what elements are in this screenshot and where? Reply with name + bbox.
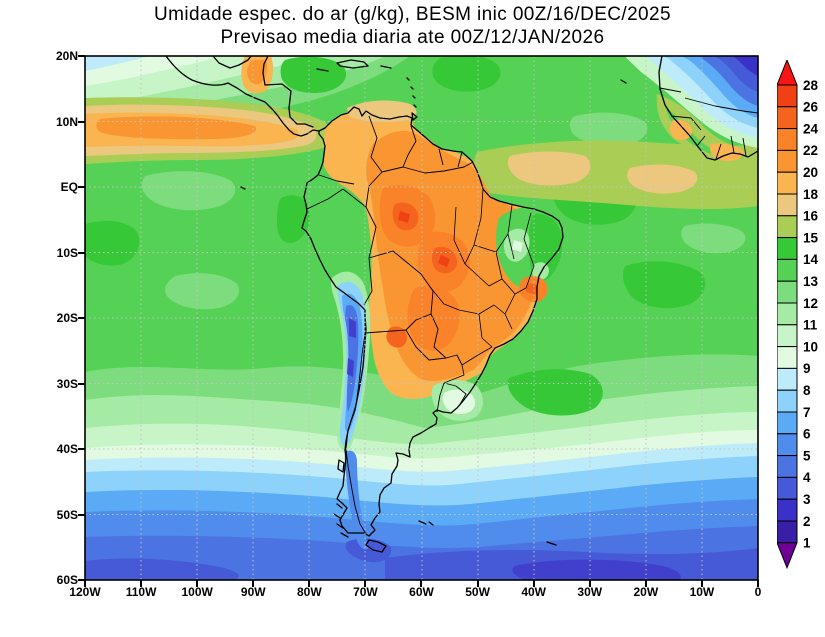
x-axis-tick <box>308 580 310 587</box>
colorbar-label: 5 <box>803 448 811 463</box>
colorbar-label: 7 <box>803 405 811 420</box>
x-axis-label: 40W <box>521 585 546 599</box>
colorbar-segment <box>777 172 797 194</box>
y-axis-label: 30S <box>0 377 78 391</box>
colorbar-label: 18 <box>803 187 819 202</box>
x-axis-tick <box>364 580 366 587</box>
x-axis-label: 100W <box>181 585 212 599</box>
y-axis-label: 20S <box>0 311 78 325</box>
colorbar-label: 20 <box>803 165 818 180</box>
x-axis-tick <box>589 580 591 587</box>
colorbar-segment <box>777 129 797 151</box>
colorbar-segment <box>777 521 797 543</box>
x-axis-tick <box>252 580 254 587</box>
x-axis-label: 60W <box>409 585 434 599</box>
y-axis-label: EQ <box>0 180 78 194</box>
y-axis-label: 10S <box>0 246 78 260</box>
chart-subtitle: Previsao media diaria ate 00Z/12/JAN/202… <box>0 26 825 49</box>
colorbar-segment <box>777 499 797 521</box>
x-axis-tick <box>757 580 759 587</box>
colorbar-segment <box>777 107 797 129</box>
weather-map-figure: Umidade espec. do ar (g/kg), BESM inic 0… <box>0 0 825 637</box>
colorbar-label: 16 <box>803 209 819 224</box>
map-plot <box>85 56 758 580</box>
colorbar-label: 14 <box>803 252 819 267</box>
colorbar-label: 26 <box>803 100 819 115</box>
x-axis-tick <box>533 580 535 587</box>
y-axis-tick <box>78 448 85 450</box>
x-axis-tick <box>701 580 703 587</box>
colorbar-label: 10 <box>803 339 818 354</box>
x-axis-tick <box>84 580 86 587</box>
colorbar-segment <box>777 194 797 216</box>
colorbar-label: 4 <box>803 470 811 485</box>
colorbar-label: 1 <box>803 536 811 551</box>
x-axis-tick <box>645 580 647 587</box>
colorbar-segment <box>777 238 797 260</box>
x-axis-label: 20W <box>633 585 658 599</box>
colorbar-segment <box>777 85 797 107</box>
colorbar-label: 8 <box>803 383 811 398</box>
colorbar-segment <box>777 368 797 390</box>
y-axis-tick <box>78 186 85 188</box>
y-axis-label: 50S <box>0 508 78 522</box>
x-axis-label: 120W <box>69 585 100 599</box>
x-axis-label: 30W <box>577 585 602 599</box>
colorbar-segment <box>777 456 797 478</box>
x-axis-label: 10W <box>690 585 715 599</box>
colorbar-segment <box>777 477 797 499</box>
y-axis-tick <box>78 121 85 123</box>
colorbar-label: 22 <box>803 143 818 158</box>
colorbar-label: 3 <box>803 492 811 507</box>
y-axis-label: 40S <box>0 442 78 456</box>
x-axis-tick <box>420 580 422 587</box>
x-axis-label: 0 <box>755 585 762 599</box>
colorbar-label: 6 <box>803 427 811 442</box>
colorbar-label: 28 <box>803 78 819 93</box>
colorbar-segment <box>777 281 797 303</box>
colorbar-segment <box>777 325 797 347</box>
contour-map-svg <box>85 56 758 580</box>
colorbar-label: 2 <box>803 514 811 529</box>
colorbar-segment <box>777 412 797 434</box>
colorbar-segment <box>777 347 797 369</box>
colorbar-segment <box>777 434 797 456</box>
x-axis-tick <box>196 580 198 587</box>
title-block: Umidade espec. do ar (g/kg), BESM inic 0… <box>0 3 825 49</box>
x-axis-label: 110W <box>126 585 157 599</box>
colorbar-label: 24 <box>803 121 819 136</box>
x-axis-label: 90W <box>241 585 266 599</box>
x-axis-tick <box>477 580 479 587</box>
colorbar-label: 15 <box>803 230 819 245</box>
colorbar-label: 9 <box>803 361 811 376</box>
x-axis-tick <box>140 580 142 587</box>
chart-title: Umidade espec. do ar (g/kg), BESM inic 0… <box>0 3 825 26</box>
y-axis-tick <box>78 514 85 516</box>
colorbar-segment <box>777 390 797 412</box>
y-axis-label: 20N <box>0 49 78 63</box>
colorbar-segment <box>777 150 797 172</box>
colorbar-segment <box>777 216 797 238</box>
y-axis-tick <box>78 55 85 57</box>
colorbar-segment <box>777 303 797 325</box>
colorbar-svg: 28 26 24 22 20 18 16 15 14 13 12 11 10 9 8 7 6 5 4 3 2 1 <box>777 60 825 575</box>
y-axis-label: 10N <box>0 115 78 129</box>
x-axis-label: 50W <box>465 585 490 599</box>
colorbar-segment <box>777 259 797 281</box>
colorbar: 28 26 24 22 20 18 16 15 14 13 12 11 10 9 8 7 6 5 4 3 2 1 <box>777 60 825 575</box>
colorbar-top-arrow <box>777 60 797 85</box>
colorbar-label: 11 <box>803 318 818 333</box>
x-axis-label: 70W <box>353 585 378 599</box>
colorbar-label: 13 <box>803 274 819 289</box>
y-axis-label: 60S <box>0 573 78 587</box>
y-axis-tick <box>78 252 85 254</box>
y-axis-tick <box>78 383 85 385</box>
colorbar-label: 12 <box>803 296 818 311</box>
x-axis-label: 80W <box>297 585 322 599</box>
y-axis-tick <box>78 317 85 319</box>
colorbar-bottom-arrow <box>777 543 797 568</box>
